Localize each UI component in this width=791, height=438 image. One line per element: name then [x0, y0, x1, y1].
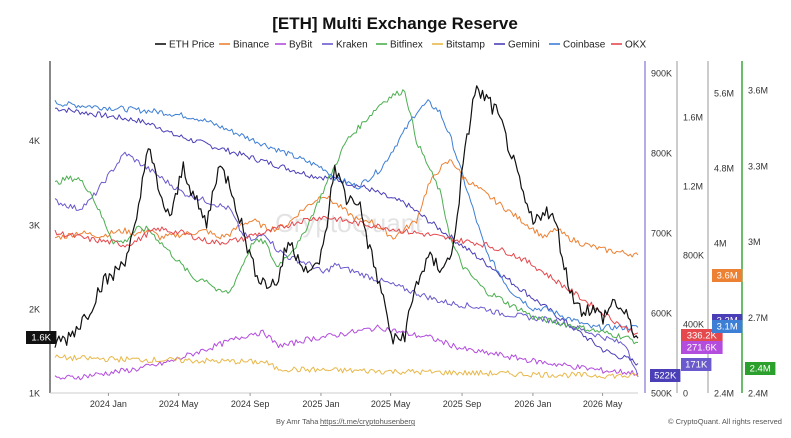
end-label-text: 3.6M: [717, 271, 738, 282]
x-tick-label: 2025 Sep: [443, 399, 482, 409]
series-line-bitstamp: [54, 354, 639, 379]
end-label-text: 522K: [654, 371, 677, 382]
series-line-okx: [54, 215, 639, 335]
legend: ETH Price Binance ByBit Kraken Bitfinex Bitst…: [155, 40, 646, 51]
x-tick-label: 2024 May: [159, 399, 199, 409]
legend-label: Bitfinex: [390, 40, 423, 51]
y-tick-a3: 4.8M: [714, 164, 734, 174]
y-tick-eth: 1K: [29, 389, 40, 399]
y-tick-a3: 2.4M: [714, 389, 734, 399]
end-label-text: 171K: [685, 360, 708, 371]
y-tick-eth: 4K: [29, 136, 40, 146]
end-label-bg: [26, 331, 57, 344]
end-label-text: 2.4M: [750, 364, 771, 375]
end-label-text: 1.6K: [31, 333, 51, 344]
series-line-eth-price: [54, 85, 639, 348]
y-tick-a3: 4M: [714, 239, 727, 249]
footer-credit: © CryptoQuant. All rights reserved: [668, 417, 782, 426]
y-tick-a1: 600K: [651, 309, 672, 319]
footer-link[interactable]: https://t.me/cryptohusenberg: [320, 417, 415, 426]
y-tick-a2: 1.2M: [683, 181, 703, 191]
end-label-text: 3.1M: [717, 322, 738, 333]
legend-item-bitstamp[interactable]: Bitstamp: [432, 40, 485, 51]
legend-label: OKX: [625, 40, 646, 51]
series-line-gemini: [54, 107, 639, 366]
x-tick-label: 2025 Jan: [302, 399, 339, 409]
end-label: 3.1M: [712, 320, 743, 333]
legend-item-bybit[interactable]: ByBit: [275, 40, 313, 51]
legend-label: Coinbase: [563, 40, 606, 51]
end-label: 171K: [681, 358, 712, 371]
y-tick-a2: 400K: [683, 319, 704, 329]
legend-label: Binance: [233, 40, 270, 51]
y-tick-a4: 3M: [748, 237, 761, 247]
series-line-bybit: [54, 324, 639, 381]
x-tick-label: 2026 Jan: [514, 399, 551, 409]
y-tick-a1: 800K: [651, 149, 672, 159]
legend-item-okx[interactable]: OKX: [611, 40, 646, 51]
end-label-text: 271.6K: [687, 343, 718, 354]
legend-label: ETH Price: [169, 40, 215, 51]
footer-author: By Amr Taha: [276, 417, 319, 426]
end-label-text: 336.2K: [687, 331, 718, 342]
end-label-bg: [712, 269, 743, 282]
x-tick-label: 2024 Sep: [231, 399, 270, 409]
end-label-bg: [712, 320, 743, 333]
y-tick-a2: 800K: [683, 250, 704, 260]
y-tick-a4: 3.3M: [748, 161, 768, 171]
end-label: 271.6K: [681, 341, 723, 354]
y-tick-a2: 1.6M: [683, 112, 703, 122]
legend-item-gemini[interactable]: Gemini: [494, 40, 540, 51]
series-line-coinbase: [54, 99, 639, 331]
plot-area: [54, 85, 639, 381]
y-tick-a4: 2.7M: [748, 313, 768, 323]
x-tick-label: 2025 May: [371, 399, 411, 409]
y-tick-a3: 5.6M: [714, 89, 734, 99]
end-label: 1.6K: [26, 331, 57, 344]
legend-item-binance[interactable]: Binance: [219, 40, 270, 51]
legend-label: Kraken: [336, 40, 368, 51]
y-tick-a1: 900K: [651, 69, 672, 79]
legend-label: Gemini: [508, 40, 540, 51]
end-label: 522K: [650, 369, 681, 382]
legend-label: Bitstamp: [446, 40, 485, 51]
end-label-bg: [745, 362, 776, 375]
y-tick-a4: 2.4M: [748, 389, 768, 399]
series-line-bitfinex: [54, 89, 639, 345]
y-tick-a2: 0: [683, 389, 688, 399]
x-tick-label: 2024 Jan: [90, 399, 127, 409]
y-tick-eth: 2K: [29, 304, 40, 314]
legend-item-coinbase[interactable]: Coinbase: [549, 40, 606, 51]
chart-title: [ETH] Multi Exchange Reserve: [272, 14, 518, 33]
end-label-bg: [681, 358, 712, 371]
series-line-kraken: [54, 151, 639, 378]
legend-item-kraken[interactable]: Kraken: [322, 40, 368, 51]
y-tick-a1: 700K: [651, 229, 672, 239]
y-tick-a1: 500K: [651, 389, 672, 399]
end-label-bg: [681, 341, 723, 354]
legend-label: ByBit: [289, 40, 313, 51]
legend-item-bitfinex[interactable]: Bitfinex: [376, 40, 423, 51]
end-label-bg: [650, 369, 681, 382]
y-tick-a4: 3.6M: [748, 86, 768, 96]
end-label: 3.6M: [712, 269, 743, 282]
y-tick-eth: 3K: [29, 220, 40, 230]
legend-item-eth-price[interactable]: ETH Price: [155, 40, 215, 51]
end-label: 2.4M: [745, 362, 776, 375]
x-tick-label: 2026 May: [583, 399, 623, 409]
